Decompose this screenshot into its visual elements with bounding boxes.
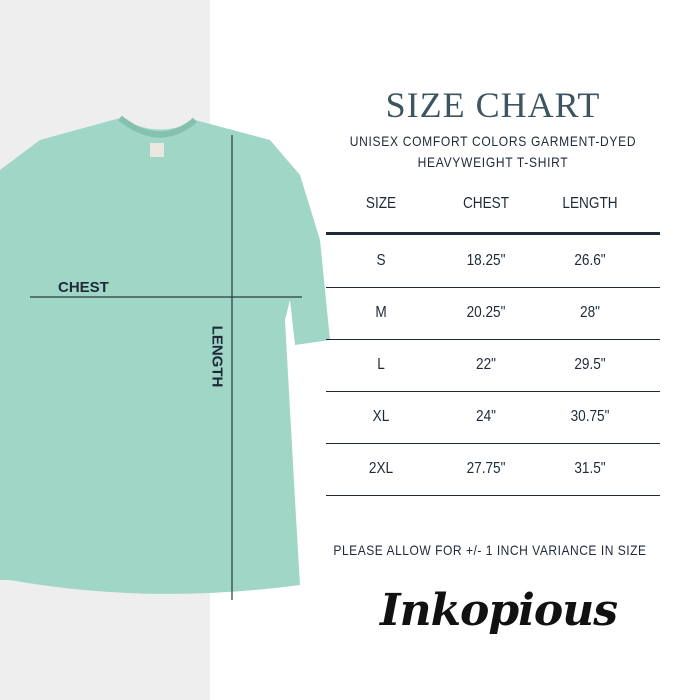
row-divider bbox=[326, 495, 660, 496]
table-cell: XL bbox=[372, 408, 390, 425]
table-cell: 24" bbox=[476, 408, 496, 425]
table-cell: M bbox=[375, 304, 387, 321]
column-header: LENGTH bbox=[562, 195, 618, 212]
table-cell: 18.25" bbox=[466, 252, 506, 269]
tshirt-image bbox=[0, 115, 330, 600]
column-header: SIZE bbox=[365, 195, 397, 212]
table-cell: 31.5" bbox=[574, 460, 606, 477]
table-cell: 28" bbox=[580, 304, 600, 321]
page-title: SIZE CHART bbox=[385, 85, 601, 125]
subtitle-line-2: HEAVYWEIGHT T-SHIRT bbox=[417, 154, 569, 170]
table-cell: 29.5" bbox=[574, 356, 606, 373]
length-label: LENGTH bbox=[208, 325, 226, 388]
header-divider bbox=[326, 232, 660, 235]
row-divider bbox=[326, 339, 660, 340]
table-cell: 2XL bbox=[368, 460, 394, 477]
table-cell: S bbox=[376, 252, 386, 269]
column-header: CHEST bbox=[462, 195, 510, 212]
table-cell: 30.75" bbox=[570, 408, 610, 425]
row-divider bbox=[326, 443, 660, 444]
variance-note: PLEASE ALLOW FOR +/- 1 INCH VARIANCE IN … bbox=[333, 542, 647, 558]
brand-logo: Inkopious bbox=[380, 585, 618, 636]
table-cell: 27.75" bbox=[466, 460, 506, 477]
chest-label: CHEST bbox=[58, 279, 109, 296]
subtitle-line-1: UNISEX COMFORT COLORS GARMENT-DYED bbox=[349, 133, 637, 149]
shirt-tag bbox=[150, 143, 164, 157]
table-cell: L bbox=[377, 356, 385, 373]
table-cell: 26.6" bbox=[574, 252, 606, 269]
row-divider bbox=[326, 287, 660, 288]
table-cell: 20.25" bbox=[466, 304, 506, 321]
table-cell: 22" bbox=[476, 356, 496, 373]
row-divider bbox=[326, 391, 660, 392]
